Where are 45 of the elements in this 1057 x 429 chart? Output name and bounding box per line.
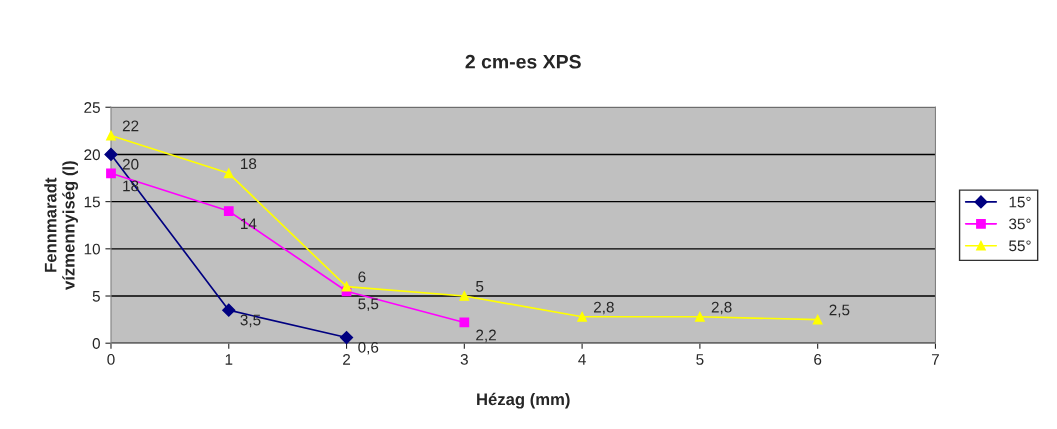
x-tick-label: 6 xyxy=(814,354,822,365)
point xyxy=(459,291,470,301)
y-axis-title: Fennmaradt vízmennyiség (l) xyxy=(44,161,79,290)
point xyxy=(104,147,118,162)
point xyxy=(695,311,705,322)
data-label: 2,8 xyxy=(711,301,732,315)
x-tick-label: 7 xyxy=(931,354,939,365)
data-label: 20 xyxy=(122,158,139,170)
legend-label: 15° xyxy=(1009,196,1031,208)
x-tick-label: 0 xyxy=(107,354,115,365)
point xyxy=(223,168,234,179)
x-axis-title: Hézag (mm) xyxy=(477,392,570,409)
x-tick-label: 5 xyxy=(696,354,704,365)
data-label: 6 xyxy=(358,271,366,283)
point xyxy=(577,311,587,322)
data-label: 2,2 xyxy=(476,329,496,343)
x-tick-label: 4 xyxy=(578,354,586,365)
data-label: 18 xyxy=(241,158,257,170)
point xyxy=(222,303,236,317)
data-label: 22 xyxy=(122,120,139,132)
data-label: 5 xyxy=(476,281,484,292)
y-tick-label: 25 xyxy=(84,102,100,113)
point xyxy=(223,206,234,216)
data-label: 0,6 xyxy=(358,341,379,355)
data-label: 5,5 xyxy=(358,298,379,312)
y-tick-label: 20 xyxy=(84,149,100,161)
point xyxy=(341,281,352,292)
chart-title: 2 cm-es XPS xyxy=(465,54,581,69)
x-tick-label: 3 xyxy=(460,354,468,365)
point xyxy=(339,330,354,345)
y-tick-label: 0 xyxy=(92,338,100,349)
point xyxy=(459,317,470,328)
y-tick-label: 5 xyxy=(92,291,100,302)
x-tick-label: 2 xyxy=(343,354,351,365)
data-label: 3,5 xyxy=(240,314,261,328)
legend-label: 35° xyxy=(1009,218,1031,230)
data-label: 2,5 xyxy=(829,304,850,318)
point xyxy=(812,314,823,325)
point xyxy=(106,130,116,141)
y-tick-label: 10 xyxy=(84,243,100,255)
legend-label: 55° xyxy=(1009,240,1031,252)
data-label: 2,8 xyxy=(593,301,614,315)
point xyxy=(106,168,116,179)
x-tick-label: 1 xyxy=(225,354,233,365)
y-tick-label: 15 xyxy=(84,196,100,208)
